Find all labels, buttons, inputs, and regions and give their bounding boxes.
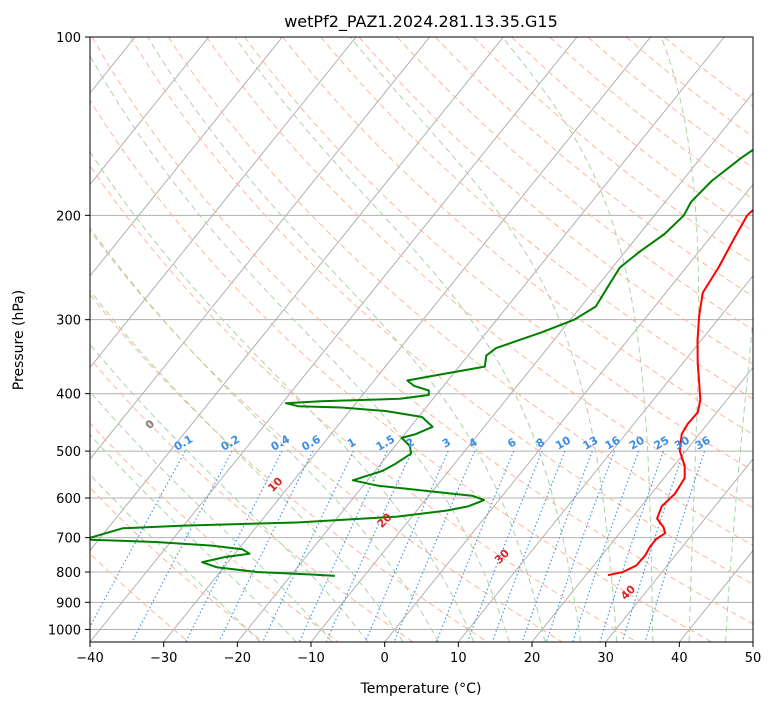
y-tick-label: 100 bbox=[56, 31, 81, 46]
x-tick-label: 40 bbox=[671, 651, 688, 666]
y-tick-label: 1000 bbox=[48, 623, 81, 638]
y-axis-label: Pressure (hPa) bbox=[11, 290, 27, 390]
chart-title: wetPf2_PAZ1.2024.281.13.35.G15 bbox=[284, 12, 558, 32]
x-tick-label: 20 bbox=[524, 651, 541, 666]
x-tick-label: −20 bbox=[224, 651, 251, 666]
y-tick-label: 400 bbox=[56, 388, 81, 403]
x-tick-label: −40 bbox=[76, 651, 103, 666]
x-tick-label: 10 bbox=[450, 651, 467, 666]
x-tick-label: 50 bbox=[745, 651, 762, 666]
y-tick-label: 200 bbox=[56, 209, 81, 224]
y-tick-label: 300 bbox=[56, 314, 81, 329]
y-tick-label: 800 bbox=[56, 566, 81, 581]
y-tick-label: 600 bbox=[56, 492, 81, 507]
x-tick-label: 30 bbox=[597, 651, 614, 666]
y-tick-label: 500 bbox=[56, 445, 81, 460]
x-tick-label: −10 bbox=[297, 651, 324, 666]
y-tick-label: 700 bbox=[56, 532, 81, 547]
y-tick-label: 900 bbox=[56, 596, 81, 611]
x-tick-label: −30 bbox=[150, 651, 177, 666]
x-axis-label: Temperature (°C) bbox=[360, 681, 482, 697]
x-tick-label: 0 bbox=[381, 651, 389, 666]
